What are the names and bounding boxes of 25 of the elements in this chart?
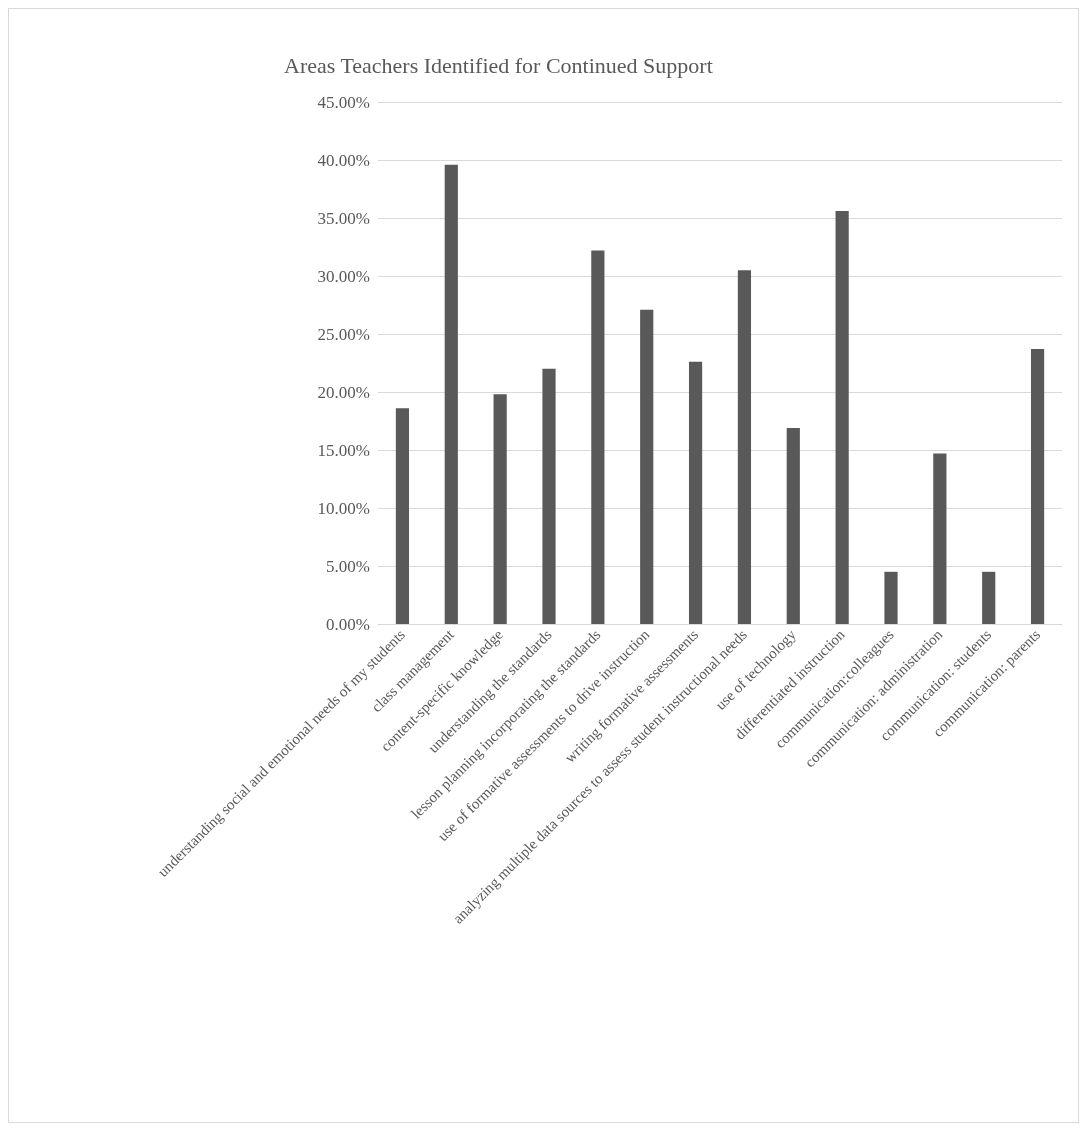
bar xyxy=(542,368,556,624)
y-tick-label: 5.00% xyxy=(326,556,370,576)
bar xyxy=(493,394,507,624)
y-tick-label: 25.00% xyxy=(317,324,370,344)
bar xyxy=(591,250,605,624)
y-tick-label: 40.00% xyxy=(317,150,370,170)
y-tick-label: 45.00% xyxy=(317,92,370,112)
y-tick-label: 35.00% xyxy=(317,208,370,228)
bar xyxy=(884,571,898,624)
bar xyxy=(982,571,996,624)
bar xyxy=(444,164,458,624)
y-tick-label: 0.00% xyxy=(326,614,370,634)
chart-title: Areas Teachers Identified for Continued Support xyxy=(284,52,713,78)
bar xyxy=(786,427,800,624)
bar xyxy=(640,309,654,624)
bar xyxy=(737,270,752,624)
y-tick-label: 15.00% xyxy=(317,440,370,460)
bar xyxy=(1030,349,1045,624)
y-tick-label: 20.00% xyxy=(317,382,370,402)
bar xyxy=(835,211,849,624)
bar xyxy=(395,408,410,624)
bar xyxy=(688,361,703,624)
bar xyxy=(933,453,947,624)
y-tick-label: 10.00% xyxy=(317,498,370,518)
y-tick-label: 30.00% xyxy=(317,266,370,286)
